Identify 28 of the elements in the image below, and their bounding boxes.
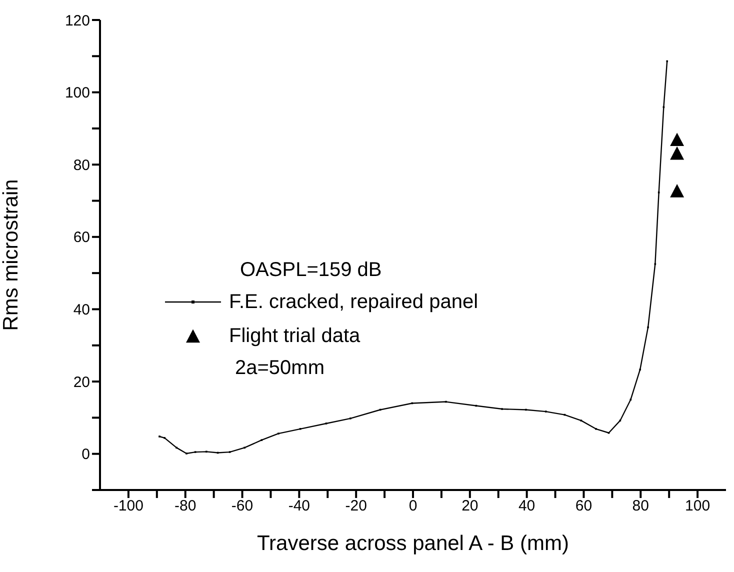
x-tick-label: 60 bbox=[575, 498, 592, 515]
x-tick-label: 40 bbox=[518, 498, 536, 515]
legend-label: F.E. cracked, repaired panel bbox=[229, 290, 478, 315]
point bbox=[670, 132, 684, 146]
annotation: 2a=50mm bbox=[235, 356, 326, 381]
x-tick-label: 20 bbox=[462, 498, 478, 515]
y-tick-label: 60 bbox=[73, 229, 90, 246]
x-tick-label: -100 bbox=[113, 498, 144, 515]
y-tick-label: 80 bbox=[73, 156, 90, 174]
x-tick-label: 0 bbox=[408, 498, 418, 515]
y-tick-label: 0 bbox=[82, 446, 90, 464]
point bbox=[670, 184, 684, 198]
x-tick-label: 80 bbox=[632, 498, 649, 515]
x-tick-label: -80 bbox=[174, 498, 196, 515]
point bbox=[670, 146, 684, 160]
x-axis-title: Traverse across panel A - B (mm) bbox=[257, 532, 569, 555]
y-tick-label: 20 bbox=[73, 374, 90, 391]
x-tick-label: -20 bbox=[345, 498, 367, 515]
legend-label: Flight trial data bbox=[229, 324, 360, 349]
y-axis-title: Rms microstrain bbox=[0, 179, 22, 331]
x-tick-label: 100 bbox=[685, 498, 710, 515]
x-tick-label: -60 bbox=[231, 498, 254, 515]
y-tick-label: 40 bbox=[73, 302, 90, 319]
line-series bbox=[158, 60, 668, 454]
x-tick-label: -40 bbox=[288, 498, 310, 515]
annotation: OASPL=159 dB bbox=[240, 258, 383, 283]
y-tick-label: 120 bbox=[64, 12, 90, 30]
y-tick-label: 100 bbox=[64, 84, 90, 102]
